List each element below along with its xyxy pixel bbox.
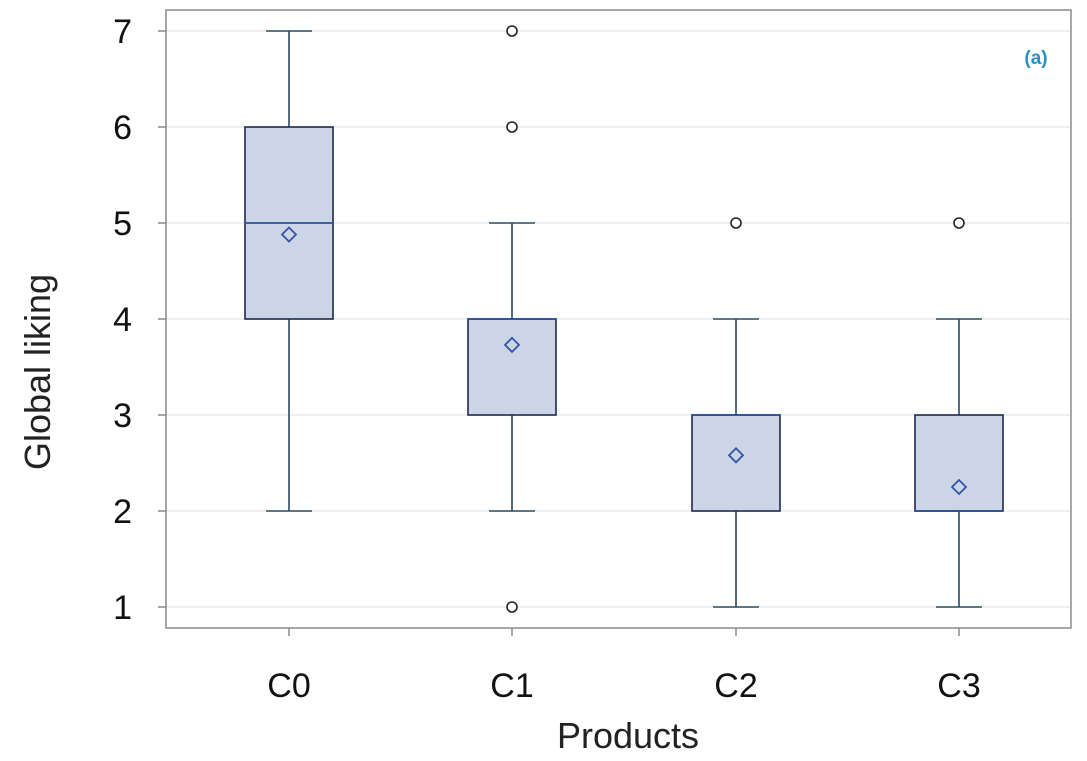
outlier-point [506, 25, 518, 37]
box-group-c0 [244, 30, 334, 512]
y-tick-label: 1 [113, 589, 132, 627]
outlier-point [953, 217, 965, 229]
box-group-c2 [691, 217, 781, 608]
y-axis-title: Global liking [17, 274, 58, 470]
iqr-box [914, 414, 1004, 512]
box-group-c1 [467, 25, 557, 613]
outlier-point [730, 217, 742, 229]
y-tick-label: 6 [113, 109, 132, 147]
panel-label: (a) [1024, 48, 1047, 69]
x-tick-label: C3 [937, 667, 980, 705]
mean-marker [280, 226, 298, 243]
boxes [244, 25, 1004, 613]
y-tick-label: 5 [113, 205, 132, 243]
y-tick-label: 7 [113, 13, 132, 51]
outlier-point [506, 601, 518, 613]
y-tick-label: 4 [113, 301, 132, 339]
y-axis: 1 2 3 4 5 6 7 [113, 13, 166, 627]
x-axis: C0 C1 C2 C3 [267, 628, 981, 705]
y-tick-label: 3 [113, 397, 132, 435]
x-tick-label: C2 [714, 667, 757, 705]
outlier-point [506, 121, 518, 133]
x-axis-title: Products [557, 715, 699, 756]
x-tick-label: C0 [267, 667, 310, 705]
mean-marker [503, 336, 521, 354]
box-group-c3 [914, 217, 1004, 608]
mean-marker [950, 478, 968, 496]
x-tick-label: C1 [490, 667, 533, 705]
mean-marker [727, 447, 745, 464]
y-tick-label: 2 [113, 493, 132, 531]
iqr-box [467, 318, 557, 416]
